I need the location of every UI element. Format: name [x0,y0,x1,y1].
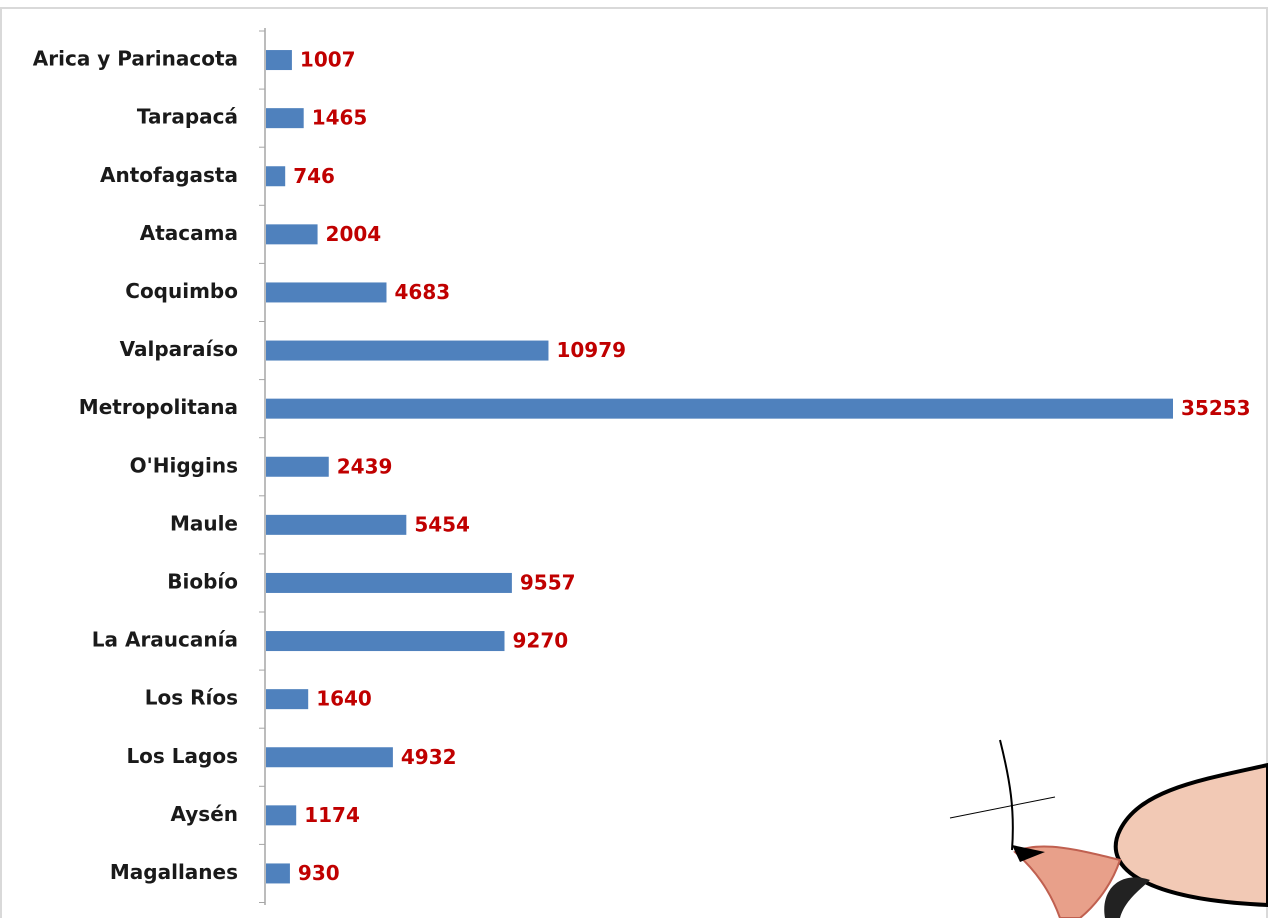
category-label: O'Higgins [130,453,238,477]
value-label: 1465 [312,106,368,130]
bar [266,515,406,535]
value-label: 2004 [326,222,382,246]
page: Arica y Parinacota 1007 Tarapacá 1465 Antofa… [0,0,1268,918]
value-label: 1174 [304,803,360,827]
value-label: 4932 [401,745,457,769]
category-label: Coquimbo [125,279,238,303]
category-label: Biobío [167,569,238,593]
bar [266,573,512,593]
value-label: 4683 [394,280,450,304]
bar [266,631,505,651]
value-label: 35253 [1181,396,1251,420]
bar [266,805,296,825]
category-label: Tarapacá [137,105,238,129]
category-label: Aysén [170,802,238,826]
value-label: 9270 [513,629,569,653]
category-label: Atacama [140,221,238,245]
bar [266,863,290,883]
bar [266,50,292,70]
category-label: Magallanes [110,860,238,884]
bar [266,224,318,244]
category-label: Maule [170,511,238,535]
bar [266,689,308,709]
value-label: 1640 [316,687,372,711]
bar [266,457,329,477]
value-label: 9557 [520,570,576,594]
category-label: Arica y Parinacota [33,47,238,71]
category-label: Metropolitana [79,395,238,419]
bar [266,747,393,767]
category-label: Los Lagos [126,744,238,768]
category-label: Antofagasta [100,163,238,187]
value-label: 930 [298,861,340,885]
value-label: 1007 [300,48,356,72]
bar [266,341,548,361]
bar [266,399,1173,419]
value-label: 746 [293,164,335,188]
value-label: 5454 [414,512,470,536]
category-label: Los Ríos [145,686,238,710]
chart: Arica y Parinacota 1007 Tarapacá 1465 Antofa… [0,0,1268,918]
bar [266,166,285,186]
category-label: Valparaíso [120,337,238,361]
bar [266,108,304,128]
category-label: La Araucanía [92,628,238,652]
bar [266,282,386,302]
value-label: 10979 [556,338,626,362]
value-label: 2439 [337,454,393,478]
